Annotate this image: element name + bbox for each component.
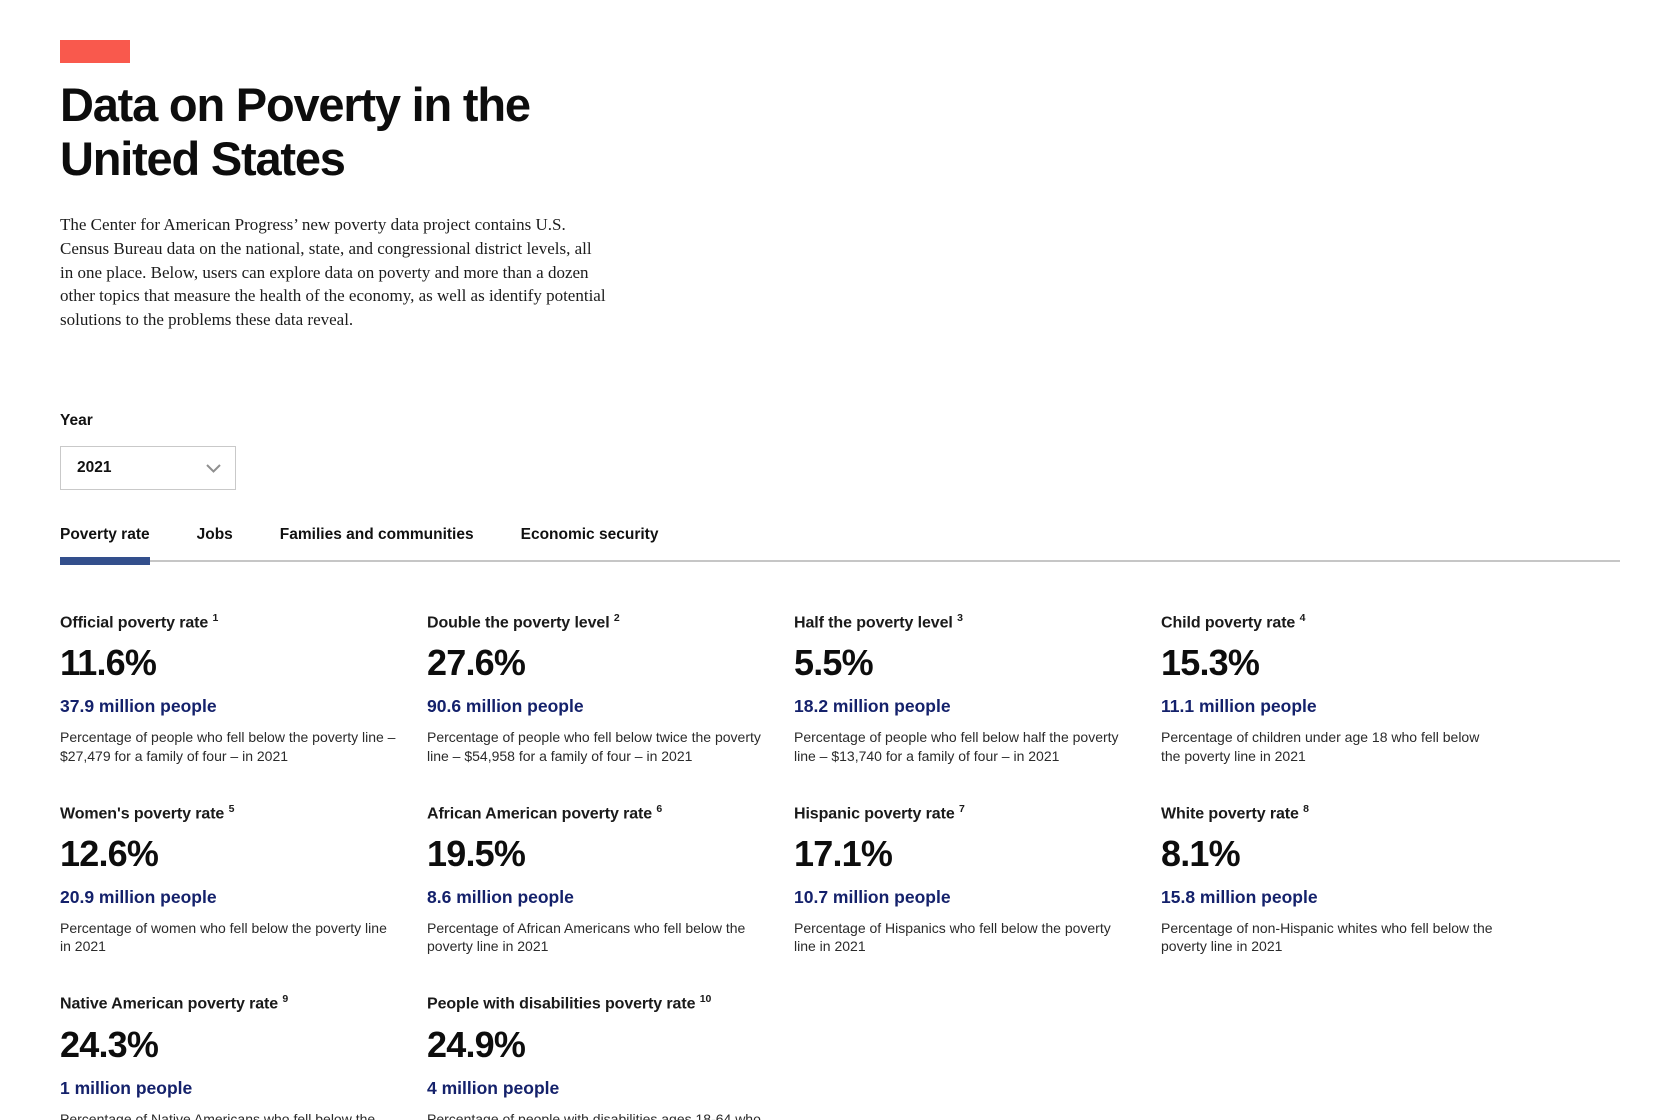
card-people-link[interactable]: 8.6 million people — [427, 887, 574, 908]
card-title: Child poverty rate — [1161, 614, 1300, 632]
tab-poverty-rate[interactable]: Poverty rate — [60, 526, 150, 566]
stat-card: Double the poverty level 2 27.6% 90.6 mi… — [427, 612, 767, 765]
tab-label: Families and communities — [279, 526, 474, 544]
card-people-link[interactable]: 15.8 million people — [1161, 887, 1318, 908]
stat-card: Native American poverty rate 9 24.3% 1 m… — [60, 993, 400, 1120]
chevron-down-icon — [206, 463, 221, 473]
stat-card: People with disabilities poverty rate 10… — [427, 993, 767, 1120]
card-value: 11.6% — [60, 642, 157, 684]
card-footnote-link[interactable]: 6 — [656, 802, 663, 815]
card-title: African American poverty rate — [427, 805, 657, 823]
card-description: Percentage of people who fell below the … — [60, 729, 396, 764]
card-people-link[interactable]: 37.9 million people — [60, 696, 217, 717]
card-description: Percentage of people who fell below twic… — [427, 729, 761, 764]
card-value: 5.5% — [794, 642, 874, 684]
card-value: 19.5% — [427, 833, 526, 875]
stat-card: White poverty rate 8 8.1% 15.8 million p… — [1161, 803, 1501, 956]
card-value: 24.9% — [427, 1023, 526, 1065]
card-title: Official poverty rate — [60, 614, 213, 632]
card-footnote-link[interactable]: 9 — [282, 993, 289, 1006]
card-people-link[interactable]: 90.6 million people — [427, 696, 584, 717]
card-title: Half the poverty level — [794, 614, 958, 632]
card-title: White poverty rate — [1161, 805, 1304, 823]
tab-jobs[interactable]: Jobs — [197, 526, 233, 560]
card-people-link[interactable]: 11.1 million people — [1161, 696, 1317, 717]
tab-label: Poverty rate — [60, 526, 150, 544]
card-value: 27.6% — [427, 642, 526, 684]
card-description: Percentage of children under age 18 who … — [1161, 729, 1480, 764]
card-value: 24.3% — [60, 1023, 159, 1065]
card-people-link[interactable]: 10.7 million people — [794, 887, 951, 908]
card-description: Percentage of people with disabilities a… — [427, 1110, 761, 1120]
tab-label: Jobs — [196, 526, 233, 544]
card-footnote-link[interactable]: 8 — [1303, 802, 1309, 815]
card-title: Women's poverty rate — [60, 805, 229, 823]
card-footnote-link[interactable]: 10 — [699, 993, 712, 1006]
stat-card: Child poverty rate 4 15.3% 11.1 million … — [1161, 612, 1501, 765]
card-value: 15.3% — [1161, 642, 1260, 684]
brand-accent-bar — [60, 40, 130, 63]
stat-card: Hispanic poverty rate 7 17.1% 10.7 milli… — [794, 803, 1134, 956]
card-value: 17.1% — [794, 833, 893, 875]
stat-card: Women's poverty rate 5 12.6% 20.9 millio… — [60, 803, 400, 956]
card-footnote-link[interactable]: 2 — [613, 612, 620, 625]
card-people-link[interactable]: 18.2 million people — [794, 696, 951, 717]
tab-families-and-communities[interactable]: Families and communities — [280, 526, 474, 560]
stat-card: Half the poverty level 3 5.5% 18.2 milli… — [794, 612, 1134, 765]
card-title: Native American poverty rate — [60, 995, 283, 1013]
stat-card: African American poverty rate 6 19.5% 8.… — [427, 803, 767, 956]
card-description: Percentage of Hispanics who fell below t… — [794, 920, 1111, 955]
card-description: Percentage of African Americans who fell… — [427, 920, 746, 955]
year-filter-label: Year — [60, 412, 93, 430]
card-people-link[interactable]: 4 million people — [427, 1077, 560, 1098]
card-people-link[interactable]: 20.9 million people — [60, 887, 217, 908]
card-description: Percentage of non-Hispanic whites who fe… — [1161, 920, 1493, 955]
card-title: Double the poverty level — [427, 614, 614, 632]
stats-grid: Official poverty rate 1 11.6% 37.9 milli… — [60, 612, 1620, 1120]
card-footnote-link[interactable]: 1 — [212, 612, 219, 625]
card-description: Percentage of women who fell below the p… — [60, 920, 387, 955]
card-value: 8.1% — [1161, 833, 1241, 875]
page-title: Data on Poverty in the United States — [60, 78, 531, 186]
tabs: Poverty rate Jobs Families and communiti… — [60, 526, 1620, 566]
card-description: Percentage of Native Americans who fell … — [60, 1110, 376, 1120]
tab-label: Economic security — [520, 526, 659, 544]
card-footnote-link[interactable]: 3 — [957, 612, 963, 625]
card-description: Percentage of people who fell below half… — [794, 729, 1119, 764]
card-title: Hispanic poverty rate — [794, 805, 959, 823]
card-title: People with disabilities poverty rate — [427, 995, 700, 1013]
tab-economic-security[interactable]: Economic security — [521, 526, 659, 560]
year-select[interactable]: 2021 — [60, 446, 236, 491]
intro-paragraph: The Center for American Progress’ new po… — [60, 215, 606, 330]
year-select-value: 2021 — [77, 459, 112, 477]
card-footnote-link[interactable]: 4 — [1299, 612, 1306, 625]
card-value: 12.6% — [60, 833, 159, 875]
card-people-link[interactable]: 1 million people — [60, 1077, 193, 1098]
card-footnote-link[interactable]: 7 — [958, 802, 965, 815]
card-footnote-link[interactable]: 5 — [228, 802, 235, 815]
stat-card: Official poverty rate 1 11.6% 37.9 milli… — [60, 612, 400, 765]
